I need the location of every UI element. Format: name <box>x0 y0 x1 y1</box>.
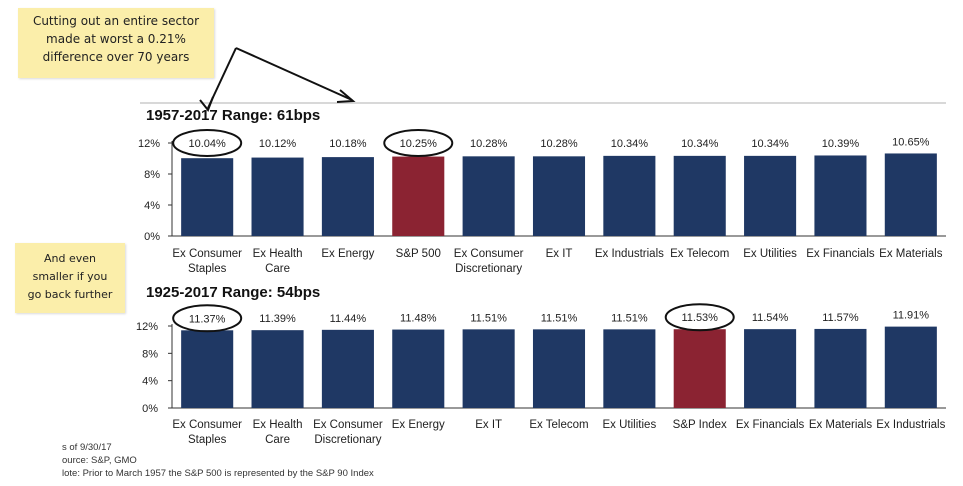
bar <box>673 329 726 408</box>
bar <box>392 156 445 236</box>
category-label: Ex Telecom <box>529 419 588 431</box>
category-label: Ex IT <box>475 419 502 431</box>
bar <box>884 326 937 408</box>
data-label: 10.34% <box>751 138 789 150</box>
data-label: 10.18% <box>329 138 367 150</box>
header-rule <box>140 102 946 104</box>
bar <box>251 330 304 408</box>
data-label: 10.28% <box>470 138 508 150</box>
y-tick-label: 8% <box>142 348 158 360</box>
category-label: Ex Energy <box>321 248 374 260</box>
data-label: 11.57% <box>822 312 859 324</box>
callout-note-side: And even smaller if you go back further <box>15 243 125 313</box>
y-tick-label: 0% <box>144 231 160 243</box>
bar <box>814 155 867 236</box>
note-line: go back further <box>27 288 113 301</box>
y-tick-label: 12% <box>138 138 160 150</box>
bar <box>884 153 937 236</box>
category-label: Staples <box>188 263 227 275</box>
category-label: Ex Utilities <box>603 419 657 431</box>
category-label: Ex Materials <box>809 419 873 431</box>
bar <box>744 155 797 236</box>
data-label: 11.39% <box>259 313 296 325</box>
category-label: Ex Financials <box>806 248 875 260</box>
category-label: Discretionary <box>455 263 522 275</box>
circle-annotation <box>172 304 243 333</box>
y-tick-label: 8% <box>144 169 160 181</box>
bar <box>392 329 445 408</box>
data-label: 11.51% <box>470 312 507 324</box>
category-label: Ex Consumer <box>313 419 383 431</box>
bar <box>321 157 374 236</box>
bar <box>814 328 867 408</box>
category-label: Staples <box>188 434 227 446</box>
circle-annotation <box>172 129 243 157</box>
y-tick-label: 4% <box>142 376 158 388</box>
category-label: Ex Health <box>253 248 303 260</box>
data-label: 10.39% <box>822 138 860 150</box>
circle-annotation <box>383 129 454 157</box>
category-label: Ex Consumer <box>172 248 242 260</box>
circle-annotation <box>664 303 735 332</box>
category-label: Discretionary <box>314 434 381 446</box>
y-tick-label: 0% <box>142 403 158 415</box>
data-label: 10.04% <box>189 138 227 150</box>
bar <box>321 329 374 408</box>
note-line: And even <box>44 252 96 265</box>
bar <box>462 329 515 408</box>
bar <box>603 155 656 236</box>
data-label: 10.28% <box>540 138 578 150</box>
data-label: 11.91% <box>893 310 930 322</box>
note-line: made at worst a 0.21% <box>46 32 186 46</box>
category-label: Ex Telecom <box>670 248 729 260</box>
category-label: Ex Health <box>253 419 303 431</box>
y-tick-label: 4% <box>144 200 160 212</box>
data-label: 10.65% <box>892 136 930 148</box>
data-label: 11.51% <box>541 312 578 324</box>
category-label: S&P Index <box>673 419 727 431</box>
data-label: 11.51% <box>611 312 648 324</box>
callout-note-top: Cutting out an entire sector made at wor… <box>18 8 214 78</box>
category-label: Ex Utilities <box>743 248 797 260</box>
footnote-source: ource: S&P, GMO <box>62 455 137 466</box>
data-label: 11.44% <box>330 313 367 325</box>
bar <box>181 158 234 236</box>
category-label: Ex Industrials <box>876 419 945 431</box>
category-label: Ex Industrials <box>595 248 664 260</box>
category-label: Ex Energy <box>392 419 445 431</box>
data-label: 11.48% <box>400 313 437 325</box>
category-label: Care <box>265 263 290 275</box>
bar <box>532 156 586 236</box>
category-label: Ex Consumer <box>172 419 242 431</box>
category-label: Ex Consumer <box>454 248 524 260</box>
chart-title-1925: 1925-2017 Range: 54bps <box>146 284 321 301</box>
bar <box>181 330 234 408</box>
bar <box>462 156 515 236</box>
bar <box>603 329 656 408</box>
note-line: difference over 70 years <box>42 50 190 64</box>
bar <box>673 155 726 236</box>
footnote-date: s of 9/30/17 <box>62 442 112 453</box>
bar <box>251 157 304 236</box>
note-line: Cutting out an entire sector <box>32 14 200 28</box>
note-line: smaller if you <box>32 270 108 283</box>
y-tick-label: 12% <box>136 321 158 333</box>
category-label: Ex Materials <box>879 248 943 260</box>
bar <box>744 329 797 408</box>
data-label: 10.34% <box>611 138 649 150</box>
data-label: 11.54% <box>752 312 789 324</box>
footnote-note: lote: Prior to March 1957 the S&P 500 is… <box>62 468 374 479</box>
data-label: 11.53% <box>681 312 718 324</box>
data-label: 10.12% <box>259 138 297 150</box>
category-label: Ex IT <box>546 248 573 260</box>
data-label: 10.34% <box>681 138 719 150</box>
category-label: S&P 500 <box>396 248 441 260</box>
category-label: Ex Financials <box>736 419 805 431</box>
data-label: 11.37% <box>189 313 226 325</box>
category-label: Care <box>265 434 290 446</box>
data-label: 10.25% <box>400 138 438 150</box>
bar <box>532 329 586 408</box>
chart-title-1957: 1957-2017 Range: 61bps <box>146 107 321 124</box>
